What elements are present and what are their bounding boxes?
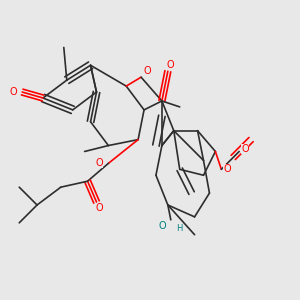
Text: O: O: [143, 66, 151, 76]
Text: O: O: [158, 221, 166, 231]
Text: H: H: [176, 224, 183, 233]
Text: O: O: [167, 60, 175, 70]
Text: O: O: [96, 158, 103, 168]
Text: O: O: [96, 203, 103, 213]
Text: O: O: [10, 87, 17, 97]
Text: O: O: [224, 164, 231, 174]
Text: O: O: [241, 143, 249, 154]
